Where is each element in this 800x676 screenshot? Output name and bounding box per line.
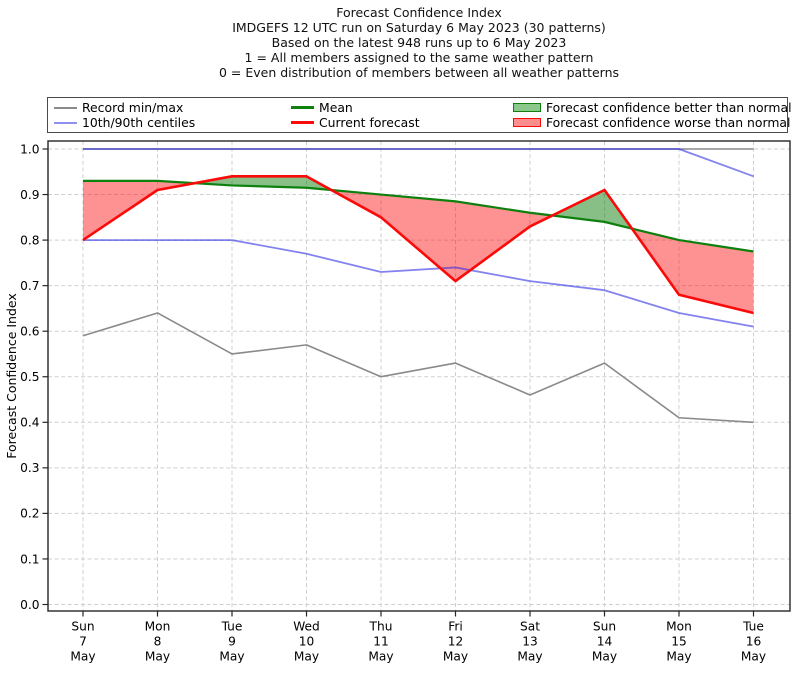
x-tick-label: May bbox=[368, 650, 393, 664]
x-tick-label: 16 bbox=[746, 635, 762, 649]
chart-legend: Record min/max 10th/90th centiles Mean C… bbox=[47, 97, 792, 133]
chart-titles: Forecast Confidence Index IMDGEFS 12 UTC… bbox=[19, 5, 800, 80]
axis-ticks bbox=[42, 148, 755, 617]
axis-tick-labels: 0.00.10.20.30.40.50.60.70.80.91.0Sun7May… bbox=[20, 142, 766, 663]
legend-entry-current-forecast: Current forecast bbox=[291, 115, 420, 130]
forecast-line bbox=[82, 175, 754, 315]
plot-border bbox=[47, 140, 791, 612]
mean-line-swatch bbox=[291, 106, 314, 109]
legend-entry-worse-than-normal: Forecast confidence worse than normal bbox=[513, 115, 790, 130]
x-tick-label: 10 bbox=[299, 635, 315, 649]
y-tick-label: 0.5 bbox=[20, 370, 39, 384]
legend-entry-mean: Mean bbox=[291, 100, 353, 115]
worse-fill-swatch bbox=[513, 118, 541, 127]
y-tick-label: 0.8 bbox=[20, 233, 39, 247]
legend-entry-centiles: 10th/90th centiles bbox=[54, 115, 195, 130]
x-tick-label: 8 bbox=[154, 635, 162, 649]
x-tick-label: May bbox=[145, 650, 170, 664]
legend-label: Record min/max bbox=[82, 100, 184, 115]
x-tick-label: Sun bbox=[593, 620, 616, 634]
y-axis-title: Forecast Confidence Index bbox=[4, 293, 19, 459]
x-tick-label: May bbox=[741, 650, 766, 664]
legend-entry-better-than-normal: Forecast confidence better than normal bbox=[513, 100, 792, 115]
legend-label: Current forecast bbox=[319, 115, 420, 130]
x-tick-label: May bbox=[592, 650, 617, 664]
y-tick-label: 0.6 bbox=[20, 325, 39, 339]
x-tick-label: May bbox=[70, 650, 95, 664]
x-tick-label: May bbox=[517, 650, 542, 664]
x-tick-label: May bbox=[219, 650, 244, 664]
confidence-fills bbox=[83, 176, 754, 313]
y-tick-label: 0.0 bbox=[20, 598, 39, 612]
title-line: IMDGEFS 12 UTC run on Saturday 6 May 202… bbox=[232, 20, 606, 36]
y-tick-label: 0.4 bbox=[20, 416, 40, 430]
x-tick-label: Tue bbox=[742, 620, 764, 634]
x-tick-label: 9 bbox=[228, 635, 236, 649]
legend-entry-record-minmax: Record min/max bbox=[54, 100, 183, 115]
title-line: 1 = All members assigned to the same wea… bbox=[244, 50, 594, 66]
worse-than-normal-fill bbox=[631, 228, 754, 313]
x-tick-label: Fri bbox=[448, 620, 463, 634]
centile_10-line bbox=[83, 239, 754, 328]
worse-than-normal-fill bbox=[83, 180, 195, 241]
x-tick-label: Mon bbox=[666, 620, 692, 634]
x-tick-label: Tue bbox=[221, 620, 243, 634]
x-tick-label: 13 bbox=[522, 635, 538, 649]
legend-label: Forecast confidence worse than normal bbox=[546, 115, 791, 130]
better-fill-swatch bbox=[513, 103, 541, 112]
x-tick-label: 7 bbox=[79, 635, 87, 649]
y-tick-label: 1.0 bbox=[20, 142, 39, 156]
x-tick-label: Mon bbox=[145, 620, 171, 634]
title-line: Based on the latest 948 runs up to 6 May… bbox=[271, 35, 567, 51]
worse-than-normal-fill bbox=[331, 189, 553, 282]
centile_90-line bbox=[83, 148, 754, 178]
x-tick-label: Sun bbox=[71, 620, 94, 634]
x-tick-label: May bbox=[294, 650, 319, 664]
record-minmax-line-swatch bbox=[54, 106, 77, 109]
legend-label: Forecast confidence better than normal bbox=[546, 100, 792, 115]
title-line: 0 = Even distribution of members between… bbox=[218, 65, 620, 81]
forecast-line-swatch bbox=[291, 121, 314, 124]
better-than-normal-fill bbox=[552, 189, 632, 229]
x-tick-label: May bbox=[666, 650, 691, 664]
y-tick-label: 0.3 bbox=[20, 461, 39, 475]
x-tick-label: 14 bbox=[597, 635, 613, 649]
y-tick-label: 0.2 bbox=[20, 507, 39, 521]
gridlines bbox=[48, 141, 790, 611]
record_min-line bbox=[82, 312, 754, 424]
x-tick-label: Sat bbox=[520, 620, 540, 634]
x-tick-label: Wed bbox=[293, 620, 320, 634]
centiles-line-swatch bbox=[54, 121, 77, 124]
x-tick-label: Thu bbox=[369, 620, 393, 634]
x-tick-label: 12 bbox=[448, 635, 464, 649]
title-line: Forecast Confidence Index bbox=[336, 5, 502, 20]
y-tick-label: 0.1 bbox=[20, 552, 39, 566]
legend-label: 10th/90th centiles bbox=[82, 115, 196, 130]
y-tick-label: 0.9 bbox=[20, 188, 39, 202]
y-tick-label: 0.7 bbox=[20, 279, 39, 293]
legend-label: Mean bbox=[319, 100, 353, 115]
series-lines bbox=[82, 148, 754, 424]
x-tick-label: 15 bbox=[671, 635, 687, 649]
x-tick-label: 11 bbox=[373, 635, 389, 649]
x-tick-label: May bbox=[443, 650, 468, 664]
